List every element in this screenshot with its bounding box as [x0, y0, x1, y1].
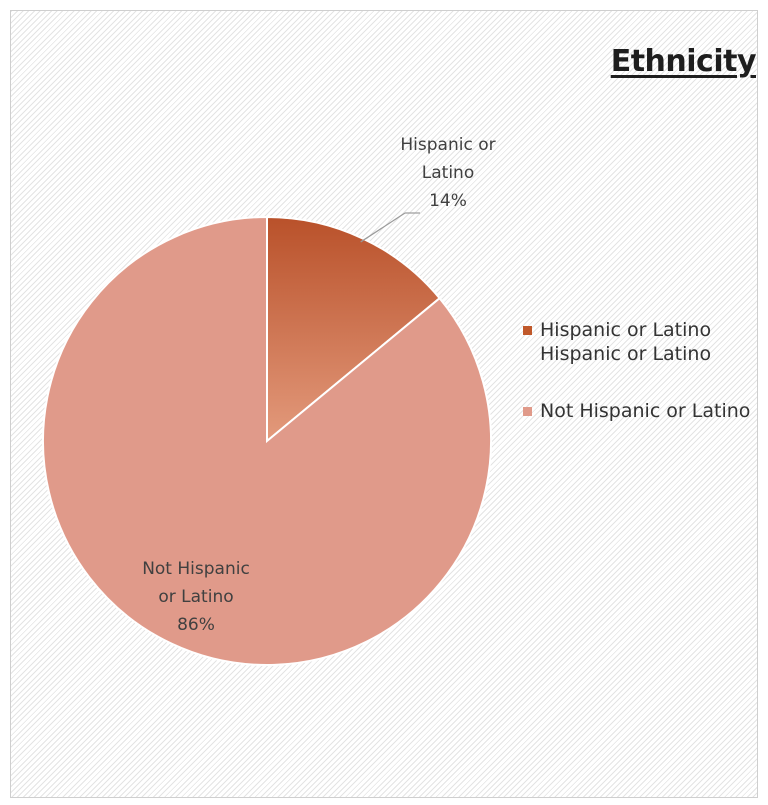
legend-item-hispanic: Hispanic or Latino Hispanic or Latino [523, 318, 753, 366]
leader-line-hispanic [360, 212, 406, 243]
legend-swatch-not-hispanic [523, 407, 532, 416]
data-label-not-hispanic-or-latino: Not Hispanic or Latino 86% [142, 559, 250, 635]
legend-item-not-hispanic: Not Hispanic or Latino [523, 399, 753, 423]
chart-title: Ethnicity [610, 44, 757, 79]
legend-label-not-hispanic: Not Hispanic or Latino [540, 400, 751, 422]
legend: Hispanic or Latino Hispanic or Latino No… [523, 318, 753, 456]
pie-slice-not-hispanic-or-latino [42, 215, 492, 666]
pie-slice-hispanic-or-latino [266, 215, 442, 444]
legend-swatch-hispanic [523, 326, 532, 335]
data-label-hispanic-or-latino: Hispanic or Latino 14% [400, 135, 495, 211]
legend-label-hispanic: Hispanic or Latino Hispanic or Latino [540, 319, 712, 365]
